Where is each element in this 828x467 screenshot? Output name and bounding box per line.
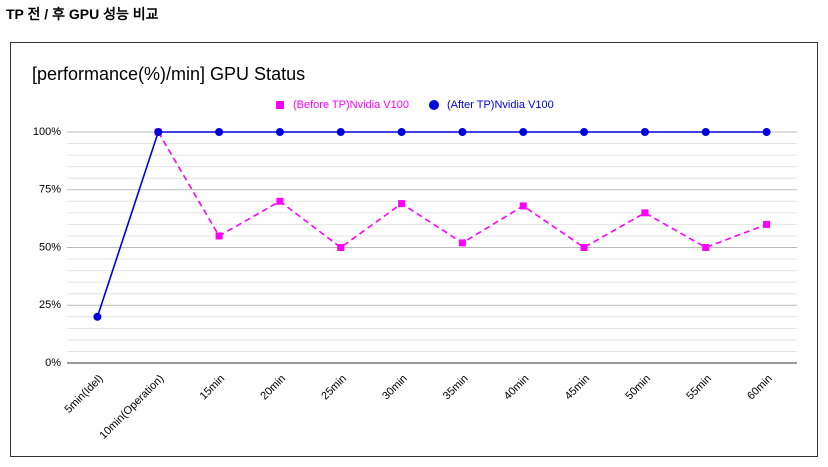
page-title: TP 전 / 후 GPU 성능 비교 (6, 6, 159, 22)
point (458, 128, 467, 136)
point (641, 209, 649, 217)
legend-label: (After TP)Nvidia V100 (447, 99, 554, 111)
point (93, 312, 102, 321)
y-tick-label: 25% (39, 299, 61, 311)
legend-label: (Before TP)Nvidia V100 (293, 99, 409, 111)
x-tick-label: 35min (441, 373, 471, 403)
point (215, 232, 223, 240)
y-tick-label: 100% (33, 126, 61, 138)
legend-marker (429, 100, 439, 110)
point (580, 244, 588, 251)
point (701, 128, 710, 136)
point (337, 244, 345, 251)
series-line (96, 131, 767, 318)
x-tick-label: 40min (502, 373, 532, 403)
y-tick-label: 0% (45, 357, 61, 369)
point (762, 128, 771, 136)
x-tick-label: 55min (684, 373, 714, 403)
point (519, 202, 527, 210)
point (215, 128, 224, 136)
point (519, 128, 528, 136)
y-tick-label: 50% (39, 241, 61, 253)
chart-frame (10, 42, 818, 457)
x-tick-label: 10min(Operation) (97, 373, 166, 442)
point (702, 244, 710, 251)
point (580, 128, 589, 136)
x-tick-label: 5min(Idel) (63, 373, 106, 416)
legend-marker (276, 101, 284, 109)
x-tick-label: 30min (380, 373, 410, 403)
x-tick-label: 45min (563, 373, 593, 403)
chart-title: [performance(%)/min] GPU Status (32, 64, 305, 84)
y-tick-label: 75% (39, 184, 61, 196)
point (763, 220, 771, 228)
x-tick-label: 20min (258, 373, 288, 403)
point (154, 128, 163, 136)
point (276, 197, 284, 205)
point (398, 200, 406, 208)
point (275, 128, 284, 136)
point (397, 128, 406, 136)
x-tick-label: 15min (198, 373, 228, 403)
point (640, 128, 649, 136)
x-tick-label: 50min (623, 373, 653, 403)
point (336, 128, 345, 136)
x-tick-label: 25min (319, 373, 349, 403)
point (458, 239, 466, 247)
x-tick-label: 60min (745, 373, 775, 403)
